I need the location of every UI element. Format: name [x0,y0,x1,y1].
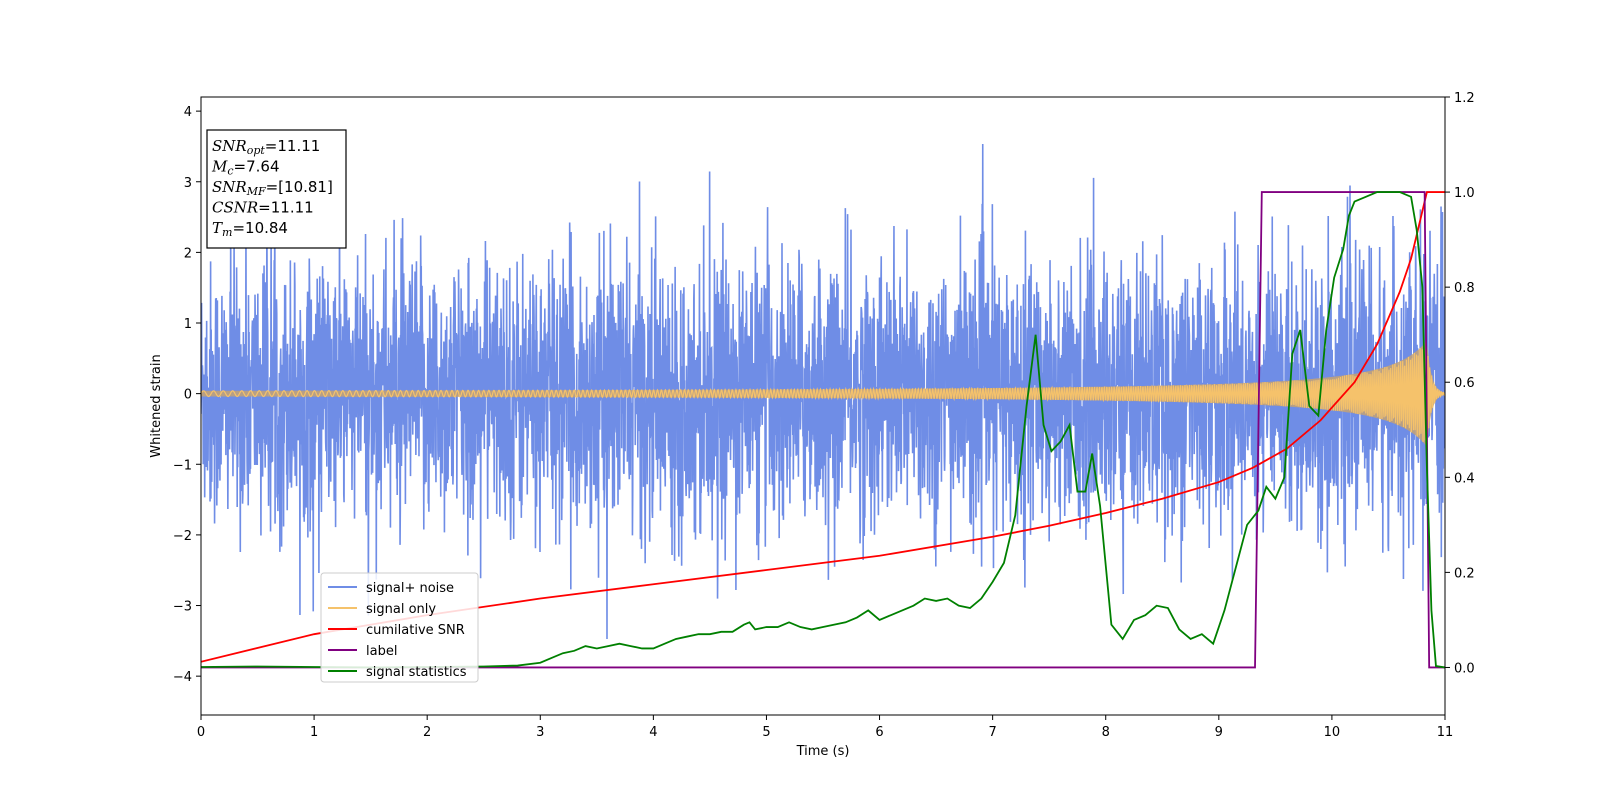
legend-label: signal only [366,602,436,617]
series-label [201,191,1445,669]
plot-area [201,144,1445,669]
statistic-line: Mc=7.64 [211,158,280,178]
y2-tick-label: 0.8 [1454,281,1475,296]
y-tick-label: 1 [184,317,192,332]
y-tick-label: −4 [173,670,192,685]
y-axis-ticks: −4 −3 −2 −1 0 1 2 3 4 [173,105,201,685]
y-tick-label: 2 [184,246,192,261]
x-tick-label: 6 [875,725,883,740]
x-tick-label: 5 [762,725,770,740]
statistic-line: CSNR=11.11 [212,199,314,217]
statistic-line: SNRMF=[10.81] [212,178,333,198]
x-tick-label: 10 [1324,725,1341,740]
y2-tick-label: 0.0 [1454,661,1475,676]
y2-tick-label: 0.2 [1454,566,1475,581]
y-axis-label: Whitened strain [149,354,164,457]
x-axis-ticks: 0 1 2 3 4 5 6 7 8 9 10 11 [197,715,1453,740]
y-tick-label: −2 [173,529,192,544]
legend-label: cumilative SNR [366,623,465,638]
legend-label: signal+ noise [366,581,454,596]
y-tick-label: −1 [173,458,192,473]
x-tick-label: 3 [536,725,544,740]
statistic-line: Tm=10.84 [212,219,288,239]
y2-axis-ticks: 0.0 0.2 0.4 0.6 0.8 1.0 1.2 [1445,91,1475,676]
x-tick-label: 1 [310,725,318,740]
y-tick-label: 4 [184,105,192,120]
y-tick-label: 3 [184,176,192,191]
y2-tick-label: 0.4 [1454,471,1475,486]
x-tick-label: 9 [1215,725,1223,740]
series-signal-plus-noise [201,144,1445,639]
x-tick-label: 4 [649,725,657,740]
y2-tick-label: 1.2 [1454,91,1475,106]
y2-tick-label: 1.0 [1454,186,1475,201]
x-tick-label: 2 [423,725,431,740]
x-tick-label: 7 [988,725,996,740]
x-tick-label: 8 [1102,725,1110,740]
legend: signal+ noise signal only cumilative SNR la… [320,572,479,683]
x-tick-label: 11 [1437,725,1454,740]
statistic-line: SNRopt=11.11 [212,137,320,157]
y-tick-label: 0 [184,388,192,403]
y2-tick-label: 0.6 [1454,376,1475,391]
series-signal-statistics [201,191,1445,669]
legend-label: label [366,644,397,659]
legend-label: signal statistics [366,665,467,680]
series-cumilative-snr [201,191,1445,663]
series-signal-only [201,340,1445,443]
y-tick-label: −3 [173,600,192,615]
x-axis-label: Time (s) [796,744,850,759]
statistics-annotation-box: SNRopt=11.11Mc=7.64SNRMF=[10.81]CSNR=11.… [206,129,347,249]
plot-frame [200,96,1446,716]
x-tick-label: 0 [197,725,205,740]
